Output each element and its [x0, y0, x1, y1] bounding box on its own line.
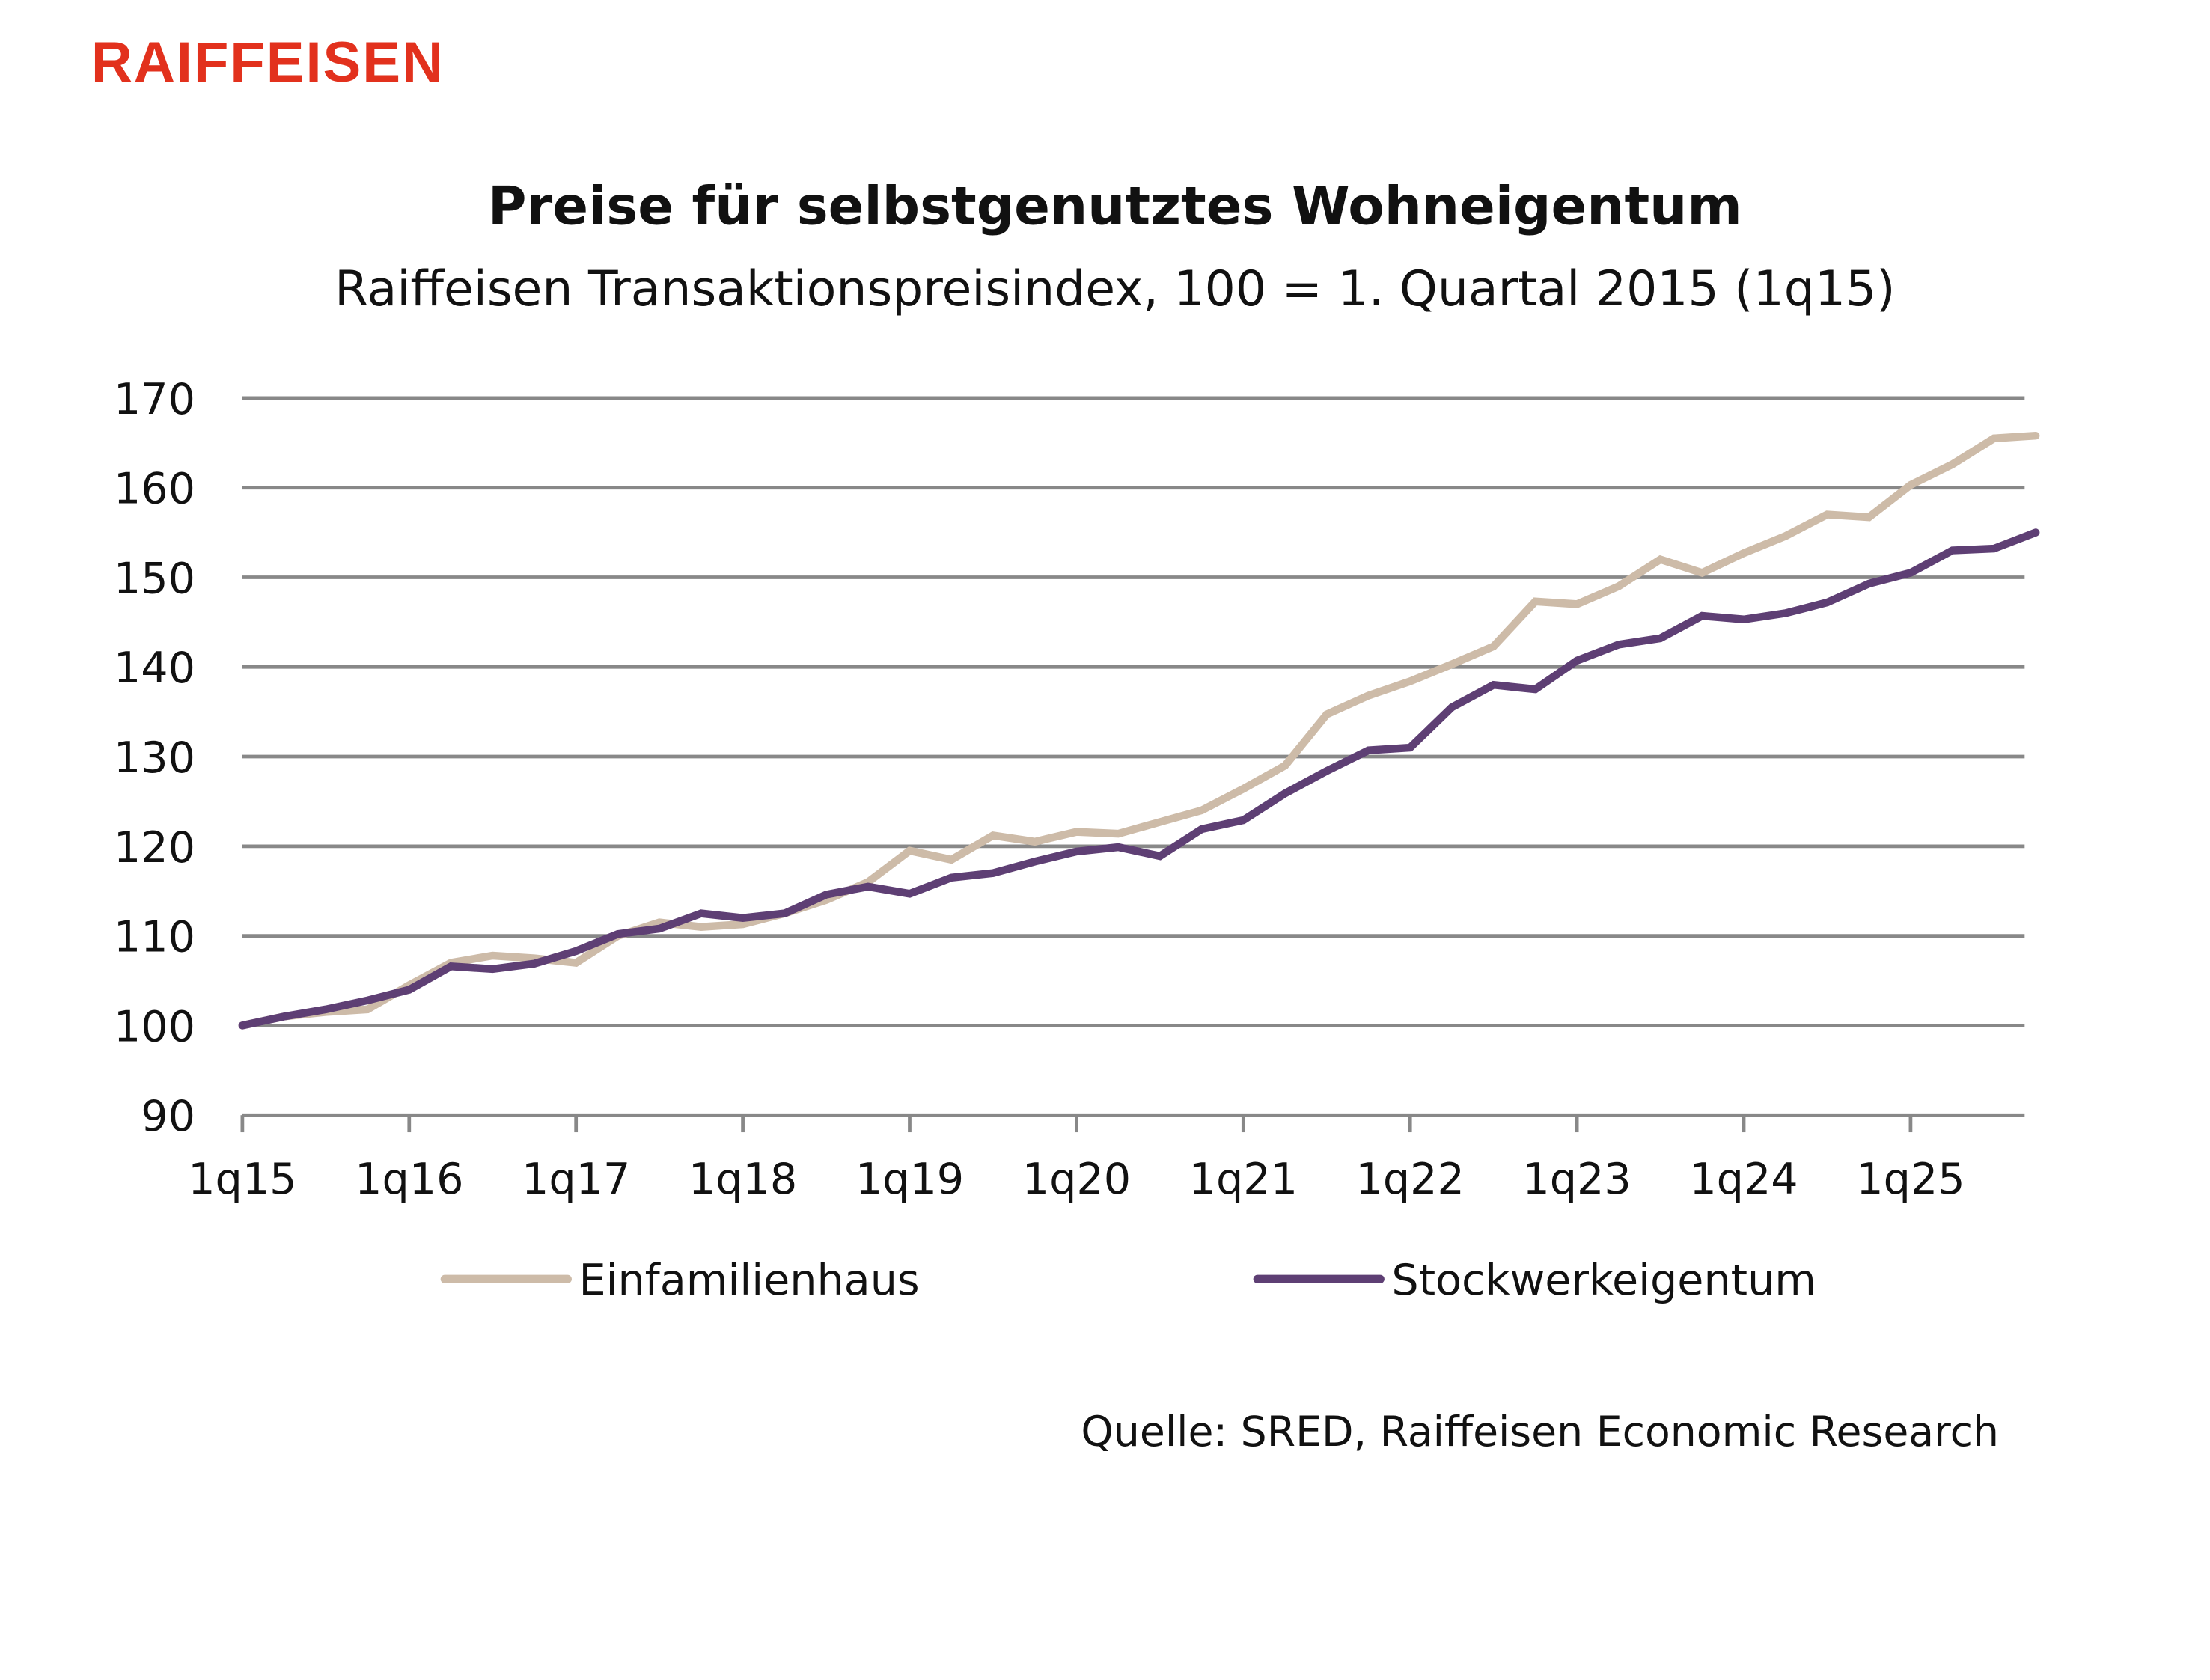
x-tick-label: 1q24: [1689, 1155, 1798, 1204]
source-note: Quelle: SRED, Raiffeisen Economic Resear…: [1081, 1408, 1999, 1456]
x-tick-label: 1q25: [1856, 1155, 1965, 1204]
y-tick-label: 170: [114, 375, 195, 424]
y-tick-label: 120: [114, 823, 195, 873]
y-axis: 90 100 110 120 130 140 150 160 170: [114, 375, 195, 1141]
y-tick-label: 90: [141, 1092, 195, 1141]
x-tick-label: 1q20: [1022, 1155, 1131, 1204]
x-tick-label: 1q18: [689, 1155, 797, 1204]
y-tick-label: 160: [114, 465, 195, 514]
y-tick-label: 150: [114, 554, 195, 603]
legend-label-stockwerkeigentum: Stockwerkeigentum: [1391, 1256, 1816, 1305]
x-axis: 1q15 1q16 1q17 1q18 1q19 1q20 1q21 1q22 1q23 1q24…: [188, 1115, 1965, 1204]
y-tick-label: 130: [114, 733, 195, 783]
x-tick-label: 1q15: [188, 1155, 296, 1204]
y-tick-label: 110: [114, 913, 195, 962]
x-tick-label: 1q21: [1189, 1155, 1298, 1204]
gridlines: [242, 396, 2025, 1117]
x-tick-label: 1q16: [355, 1155, 463, 1204]
series-lines: [238, 431, 2040, 1030]
legend-label-einfamilienhaus: Einfamilienhaus: [579, 1256, 919, 1305]
chart-subtitle: Raiffeisen Transaktionspreisindex, 100 =…: [335, 261, 1895, 317]
chart-title: Preise für selbstgenutztes Wohneigentum: [488, 175, 1742, 236]
x-tick-label: 1q22: [1356, 1155, 1465, 1204]
x-tick-label: 1q17: [522, 1155, 630, 1204]
legend: Einfamilienhaus Stockwerkeigentum: [440, 1256, 1816, 1305]
raiffeisen-logo: RAIFFEISEN: [91, 31, 445, 94]
x-tick-label: 1q19: [855, 1155, 964, 1204]
y-tick-label: 140: [114, 644, 195, 693]
y-tick-label: 100: [114, 1002, 195, 1051]
x-tick-label: 1q23: [1522, 1155, 1631, 1204]
series-line-stockwerkeigentum: [238, 528, 2040, 1030]
